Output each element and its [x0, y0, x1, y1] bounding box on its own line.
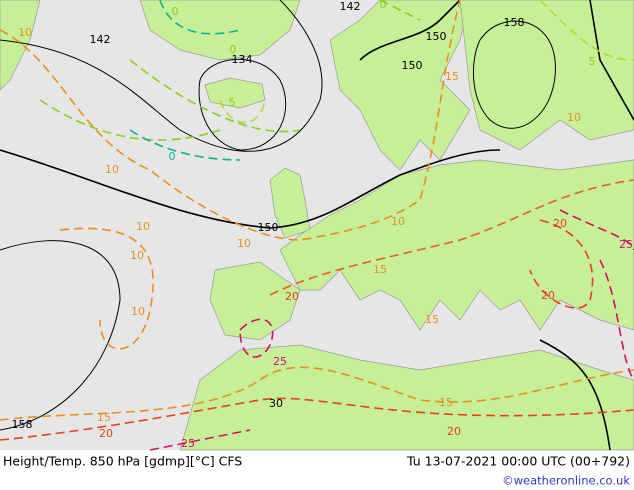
contour-label: 0 — [230, 43, 237, 56]
contour-label: 10 — [18, 26, 32, 39]
contour-label: 20 — [285, 290, 299, 303]
contours — [0, 0, 634, 451]
contour-label: 150 — [426, 30, 447, 43]
contour-label: 142 — [340, 0, 361, 13]
contour-label: 150 — [402, 59, 423, 72]
contour-label: 15 — [445, 70, 459, 83]
contour-label: 158 — [12, 418, 33, 431]
map-title: Height/Temp. 850 hPa [gdmp][°C] CFS — [3, 454, 242, 469]
contour-label: 0 — [172, 5, 179, 18]
contour-label: 15 — [97, 411, 111, 424]
contour-label: 142 — [90, 33, 111, 46]
contour-label: 158 — [504, 16, 525, 29]
contour-label: 20 — [553, 217, 567, 230]
contour-label: 15 — [439, 396, 453, 409]
contour-label: 20 — [99, 427, 113, 440]
contour-label: 15 — [373, 263, 387, 276]
contour-label: 10 — [136, 220, 150, 233]
contour-label: 150 — [258, 221, 279, 234]
contour-label: 10 — [130, 249, 144, 262]
contour-label: 10 — [567, 111, 581, 124]
contour-label: 15 — [425, 313, 439, 326]
contour-label: 30 — [269, 397, 283, 410]
contour-label: 20 — [541, 289, 555, 302]
contour-label: 134 — [232, 53, 253, 66]
contour-label: 25 — [619, 238, 633, 251]
contour-label: 0 — [380, 0, 387, 11]
contour-label: 25 — [181, 437, 195, 450]
contour-label: 20 — [447, 425, 461, 438]
map-datetime: Tu 13-07-2021 00:00 UTC (00+792) — [406, 454, 630, 469]
contour-labels: 142 0 10 142 0 0 134 5 0 150 150 158 15 … — [12, 0, 634, 450]
contour-label: 10 — [131, 305, 145, 318]
contour-label: 5 — [589, 55, 596, 68]
contour-label: 10 — [237, 237, 251, 250]
contour-label: 5 — [229, 96, 236, 109]
contour-label: 10 — [105, 163, 119, 176]
contour-label: 0 — [169, 150, 176, 163]
land — [0, 0, 634, 451]
contour-label: 25 — [273, 355, 287, 368]
credit: ©weatheronline.co.uk — [502, 474, 630, 488]
contour-label: 10 — [391, 215, 405, 228]
